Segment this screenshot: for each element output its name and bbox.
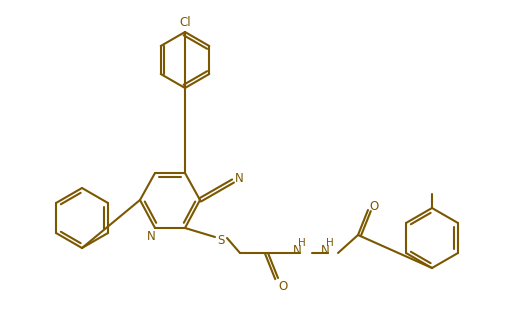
Text: H: H (298, 238, 306, 248)
Text: N: N (147, 230, 155, 243)
Text: N: N (320, 243, 329, 256)
Text: Cl: Cl (179, 15, 191, 28)
Text: H: H (326, 238, 334, 248)
Text: O: O (369, 199, 378, 213)
Text: O: O (278, 279, 288, 293)
Text: S: S (217, 233, 225, 247)
Text: N: N (235, 171, 243, 185)
Text: N: N (292, 243, 301, 256)
